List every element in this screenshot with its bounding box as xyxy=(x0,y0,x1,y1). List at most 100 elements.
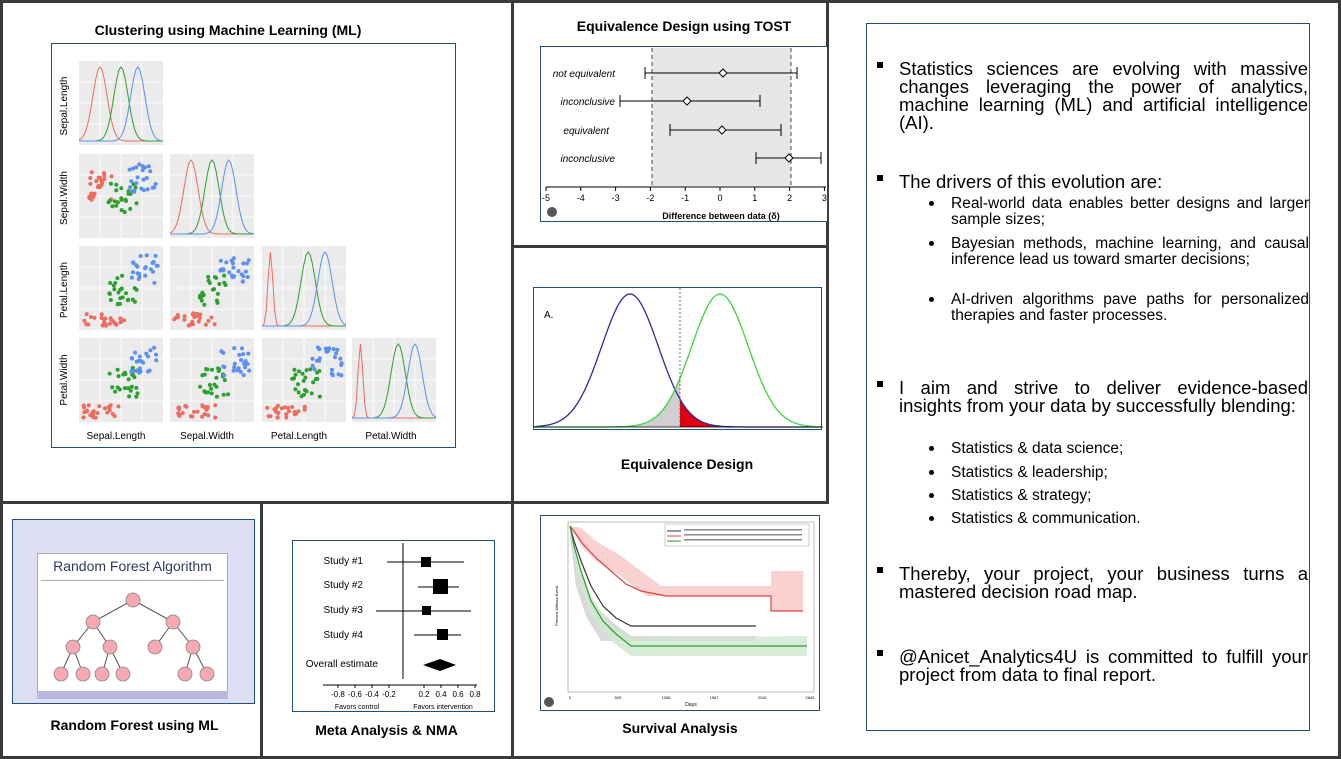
tost-row-label: not equivalent xyxy=(553,69,616,80)
divider xyxy=(1338,0,1341,759)
paragraph-analytics: Statistics sciences are evolving with ma… xyxy=(899,58,1308,133)
bullet-dot xyxy=(929,446,934,451)
random-forest-panel: Random Forest Algorithm xyxy=(12,519,255,704)
random-forest-caption: Random Forest using ML xyxy=(50,717,219,733)
axis-label-y: Sepal.Width xyxy=(59,171,70,225)
overall-label: Overall estimate xyxy=(306,659,379,670)
clustering-panel: Sepal.Length Sepal.Width Petal.Length Pe… xyxy=(51,43,456,448)
survival-tick: 2645 xyxy=(806,695,816,700)
meta-tick: -0.4 xyxy=(365,690,379,699)
divider xyxy=(260,503,263,759)
bullet-dot xyxy=(929,297,934,302)
divider xyxy=(511,0,514,759)
random-forest-bottom-bar xyxy=(37,691,228,699)
tost-row-label: inconclusive xyxy=(561,154,616,165)
bullet-square xyxy=(877,381,883,387)
bullet-square xyxy=(877,175,883,181)
meta-tick: -0.2 xyxy=(382,690,396,699)
paragraph-drivers: The drivers of this evolution are: xyxy=(899,171,1163,192)
bullet-dot xyxy=(929,201,934,206)
meta-tick: 0.8 xyxy=(469,690,481,699)
meta-tick: 0.6 xyxy=(452,690,464,699)
bullet-dot xyxy=(929,493,934,498)
meta-tick: 0.2 xyxy=(418,690,430,699)
meta-tick: -0.8 xyxy=(331,690,345,699)
driver-item: Real-world data enables better designs a… xyxy=(951,195,1309,228)
paragraph-commitment: @Anicet_Analytics4U is committed to fulf… xyxy=(899,646,1308,685)
axis-label-y: Petal.Width xyxy=(59,354,70,405)
bullet-square xyxy=(877,62,883,68)
survival-chart: Percent Without Event 0 529 1058 1587 2116 26… xyxy=(544,521,816,708)
paragraph-roadmap: Thereby, your project, your business tur… xyxy=(899,563,1308,602)
survival-panel: Percent Without Event 0 529 1058 1587 2116 26… xyxy=(540,515,820,711)
blend-item: Statistics & strategy; xyxy=(951,487,1092,504)
meta-tick: 0.4 xyxy=(435,690,447,699)
favors-control: Favors control xyxy=(335,704,380,711)
tost-panel: -5 -4 -3 -2 -1 0 1 2 3 not equivalent inconclusi… xyxy=(540,46,828,222)
axis-label-x: Sepal.Width xyxy=(180,431,234,442)
divider xyxy=(0,0,1341,3)
meta-title: Meta Analysis & NMA xyxy=(315,722,458,738)
equivalence-panel: A. xyxy=(533,287,823,430)
survival-ylabel: Percent Without Event xyxy=(554,585,559,626)
random-forest-header: Random Forest Algorithm xyxy=(53,558,212,574)
survival-tick: 2116 xyxy=(758,695,767,700)
survival-xlabel: Days xyxy=(685,702,697,708)
text-box xyxy=(866,23,1310,731)
survival-tick: 529 xyxy=(615,695,622,700)
divider xyxy=(514,245,829,248)
tost-tick: -3 xyxy=(612,193,620,203)
axis-label-x: Petal.Length xyxy=(271,431,327,442)
forest-plot: -0.8 -0.6 -0.4 -0.2 0.2 0.4 0.6 0.8 Study #1 St… xyxy=(306,543,481,711)
axis-label-x: Sepal.Length xyxy=(87,431,146,442)
driver-item: AI-driven algorithms pave paths for pers… xyxy=(951,291,1309,324)
tost-tick: 3 xyxy=(822,193,827,203)
blend-item: Statistics & leadership; xyxy=(951,464,1108,481)
study-label: Study #1 xyxy=(324,556,364,567)
survival-tick: 0 xyxy=(569,695,572,700)
survival-tick: 1058 xyxy=(662,695,672,700)
bullet-dot xyxy=(929,470,934,475)
tost-title: Equivalence Design using TOST xyxy=(576,18,792,34)
tree-diagram xyxy=(53,592,215,682)
axis-label-y: Sepal.Length xyxy=(59,77,70,136)
tost-tick: 1 xyxy=(752,193,757,203)
tost-tick: 0 xyxy=(717,193,722,203)
clustering-title: Clustering using Machine Learning (ML) xyxy=(94,22,362,38)
study-label: Study #4 xyxy=(324,630,364,641)
random-forest-card xyxy=(37,553,228,699)
tost-tick: 2 xyxy=(787,193,792,203)
tost-tick: -5 xyxy=(542,193,550,203)
tost-tick: -4 xyxy=(577,193,585,203)
favors-intervention: Favors intervention xyxy=(413,704,473,711)
paragraph-blending: I aim and strive to deliver evidence-bas… xyxy=(899,377,1308,416)
blend-item: Statistics & data science; xyxy=(951,440,1124,457)
survival-tick: 1587 xyxy=(710,695,720,700)
bullet-square xyxy=(877,650,883,656)
pairs-plot: Sepal.Length Sepal.Width Petal.Length Pe… xyxy=(59,61,437,442)
equivalence-chart: A. xyxy=(533,288,823,428)
tost-row-label: equivalent xyxy=(563,126,610,137)
blend-item: Statistics & communication. xyxy=(951,510,1141,527)
panel-label: A. xyxy=(544,310,553,321)
bullet-dot xyxy=(929,516,934,521)
axis-label-y: Petal.Length xyxy=(59,262,70,318)
tost-tick: -1 xyxy=(681,193,689,203)
axis-label-x: Petal.Width xyxy=(365,431,416,442)
tost-tick: -2 xyxy=(646,193,654,203)
survival-title: Survival Analysis xyxy=(622,720,738,736)
divider xyxy=(826,0,829,503)
equivalence-title: Equivalence Design xyxy=(620,456,754,472)
study-label: Study #3 xyxy=(324,605,364,616)
study-label: Study #2 xyxy=(324,580,364,591)
meta-panel: -0.8 -0.6 -0.4 -0.2 0.2 0.4 0.6 0.8 Study #1 St… xyxy=(292,540,495,712)
driver-item: Bayesian methods, machine learning, and … xyxy=(951,235,1309,268)
tost-chart: -5 -4 -3 -2 -1 0 1 2 3 not equivalent inconclusi… xyxy=(542,48,827,221)
divider xyxy=(0,0,3,759)
divider xyxy=(0,756,1341,759)
header-underline xyxy=(41,580,224,581)
tost-row-label: inconclusive xyxy=(561,97,616,108)
meta-tick: -0.6 xyxy=(348,690,362,699)
bullet-dot xyxy=(929,241,934,246)
bullet-square xyxy=(877,567,883,573)
